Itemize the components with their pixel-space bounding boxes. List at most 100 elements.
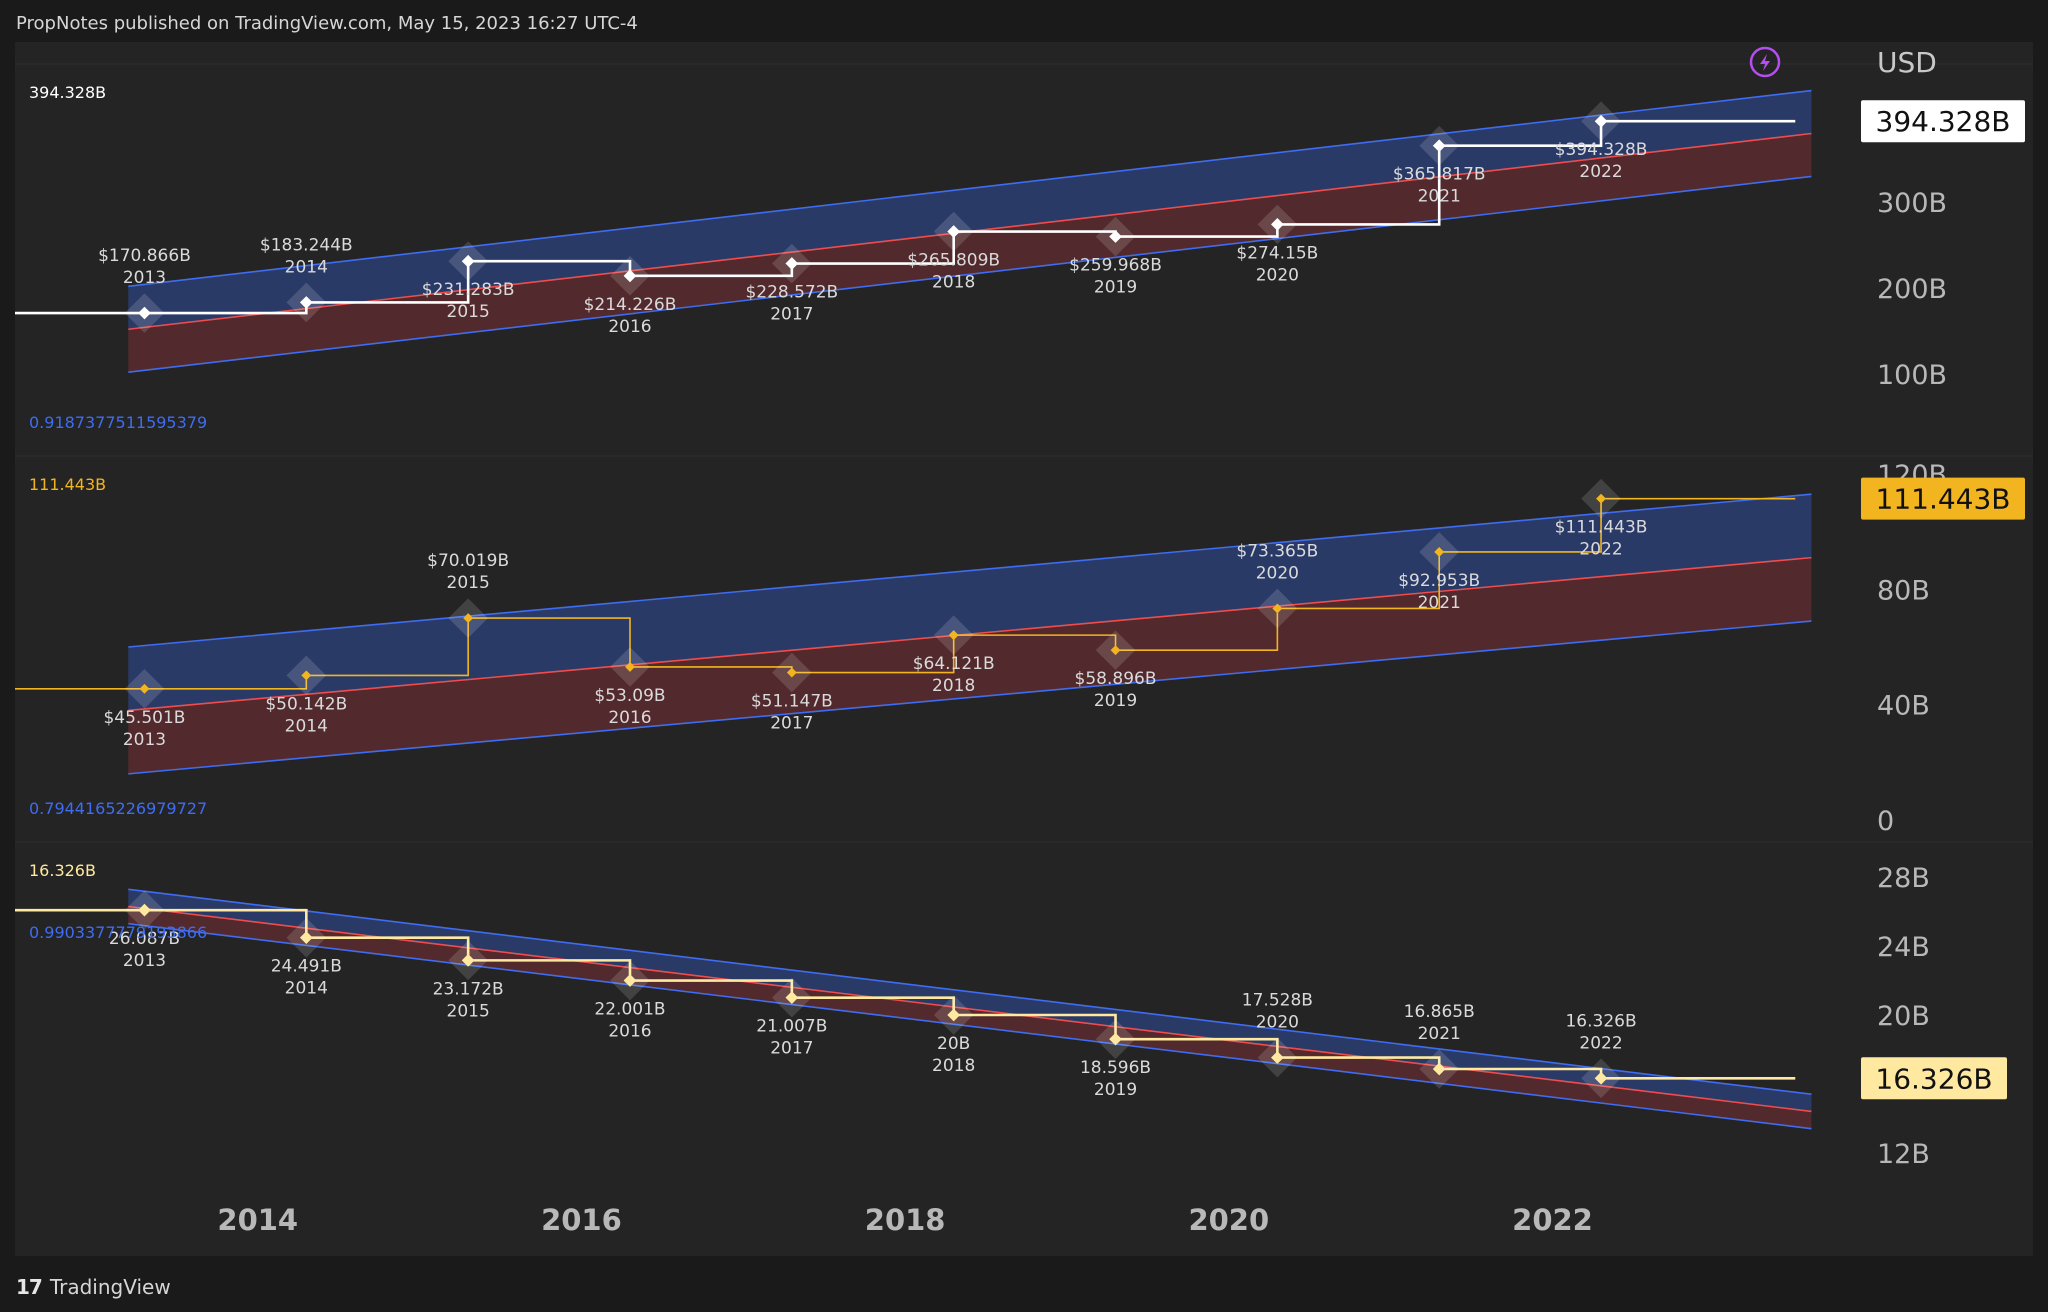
data-point-marker (1110, 645, 1121, 656)
x-axis-tick-label: 2020 (1188, 1203, 1269, 1237)
data-value-label: 21.007B (756, 1017, 827, 1037)
data-value-label: 17.528B (1242, 991, 1313, 1011)
y-axis-tick-label: 24B (1877, 932, 1930, 963)
pane-value-legend: 394.328B (29, 83, 106, 102)
channel-upper-band (128, 90, 1812, 330)
last-price-tag-label: 16.326B (1875, 1062, 1992, 1095)
y-axis-tick-label: 0 (1877, 806, 1894, 837)
data-point-marker (1596, 493, 1607, 504)
x-axis-tick-label: 2016 (541, 1203, 622, 1237)
data-value-label: 24.491B (271, 957, 342, 977)
data-value-label: $265.809B (907, 251, 1000, 271)
data-value-label: $111.443B (1555, 518, 1648, 538)
data-value-label: 16.865B (1404, 1002, 1475, 1022)
data-value-label: $394.328B (1555, 140, 1648, 160)
currency-label: USD (1877, 46, 1937, 79)
pane-r-value: 0.7944165226979727 (29, 799, 207, 818)
data-value-label: $231.283B (422, 280, 515, 300)
channel-lower-band (128, 133, 1812, 373)
y-axis-tick-label: 80B (1877, 575, 1930, 606)
y-axis-tick-label: 28B (1877, 863, 1930, 894)
data-year-label: 2021 (1418, 593, 1461, 613)
channel-upper-line (128, 493, 1812, 648)
data-year-label: 2013 (123, 951, 166, 971)
data-year-label: 2022 (1579, 162, 1622, 182)
channel-lower-line (128, 620, 1812, 775)
data-year-label: 2018 (932, 676, 975, 696)
data-year-label: 2013 (123, 268, 166, 288)
data-year-label: 2022 (1579, 540, 1622, 560)
series-step-line (15, 119, 1796, 315)
tradingview-brand[interactable]: 17 TradingView (16, 1272, 171, 1302)
data-year-label: 2017 (770, 1039, 813, 1059)
data-value-label: $51.147B (751, 692, 833, 712)
data-year-label: 2020 (1256, 1013, 1299, 1033)
data-value-label: $45.501B (103, 708, 185, 728)
y-axis-tick-label: 300B (1877, 188, 1947, 219)
channel-upper-line (128, 89, 1812, 288)
x-axis-tick-label: 2014 (217, 1203, 298, 1237)
data-value-label: $214.226B (584, 295, 677, 315)
data-year-label: 2017 (770, 714, 813, 734)
lightning-icon-bolt (1760, 54, 1770, 71)
tradingview-brand-label: TradingView (49, 1275, 171, 1299)
data-value-label: 22.001B (594, 1000, 665, 1020)
data-value-label: $183.244B (260, 235, 353, 255)
data-value-label: 18.596B (1080, 1058, 1151, 1078)
data-point-marker (299, 296, 313, 309)
channel-lower-band (128, 906, 1812, 1129)
data-point-marker (1434, 547, 1445, 557)
chart-area[interactable]: USD $170.866B 2013 $183.244B 2014 $231.283B 20… (15, 42, 2033, 1256)
data-point-marker (1594, 1071, 1608, 1085)
data-year-label: 2016 (608, 317, 651, 337)
data-value-label: $64.121B (913, 654, 995, 674)
channel-upper-band (128, 889, 1812, 1112)
data-year-label: 2014 (285, 979, 328, 999)
channel-lower-band (128, 557, 1812, 774)
data-value-label: $92.953B (1398, 571, 1480, 591)
data-value-label: 16.326B (1565, 1011, 1636, 1031)
data-year-label: 2017 (770, 305, 813, 325)
data-point-marker (138, 306, 151, 320)
data-point-marker (301, 670, 312, 681)
data-year-label: 2022 (1579, 1033, 1622, 1053)
data-point-marker (139, 683, 150, 694)
data-value-label: $50.142B (265, 694, 347, 714)
y-axis-tick-label: 12B (1877, 1139, 1930, 1170)
data-year-label: 2016 (608, 1022, 651, 1042)
lightning-icon-ring (1749, 46, 1781, 78)
data-point-marker (1272, 603, 1283, 614)
last-price-tag (1861, 477, 2025, 520)
last-price-tag (1861, 100, 2025, 143)
regression-line (128, 905, 1812, 1113)
data-year-label: 2016 (608, 708, 651, 728)
lightning-icon (1749, 46, 1781, 78)
pane-r-value: 0.9903377779193866 (29, 923, 207, 942)
data-value-label: 26.087B (109, 929, 180, 949)
data-value-label: $228.572B (745, 283, 838, 303)
data-year-label: 2021 (1418, 187, 1461, 207)
data-point-marker (1432, 1062, 1446, 1076)
y-axis-tick-label: 20B (1877, 1001, 1930, 1032)
data-point-marker (461, 254, 475, 268)
data-year-label: 2019 (1094, 278, 1137, 298)
data-point-marker (625, 661, 635, 672)
publish-caption: PropNotes published on TradingView.com, … (16, 13, 638, 34)
data-value-label: $365.817B (1393, 165, 1486, 185)
data-point-marker (463, 613, 474, 624)
y-axis-tick-label: 40B (1877, 691, 1930, 722)
x-axis-tick-label: 2018 (865, 1203, 946, 1237)
data-point-marker (1109, 1032, 1122, 1046)
tradingview-logo-icon: 17 (16, 1275, 43, 1299)
channel-upper-line (128, 888, 1812, 1096)
channel-upper-band (128, 494, 1812, 711)
chart-svg[interactable]: USD$170.866B2013$183.244B2014$231.283B20… (15, 42, 2033, 1256)
data-point-marker (1271, 1051, 1284, 1064)
data-year-label: 2018 (932, 273, 975, 293)
last-price-tag (1861, 1057, 2007, 1100)
data-value-label: $58.896B (1075, 669, 1157, 689)
data-year-label: 2020 (1256, 265, 1299, 285)
